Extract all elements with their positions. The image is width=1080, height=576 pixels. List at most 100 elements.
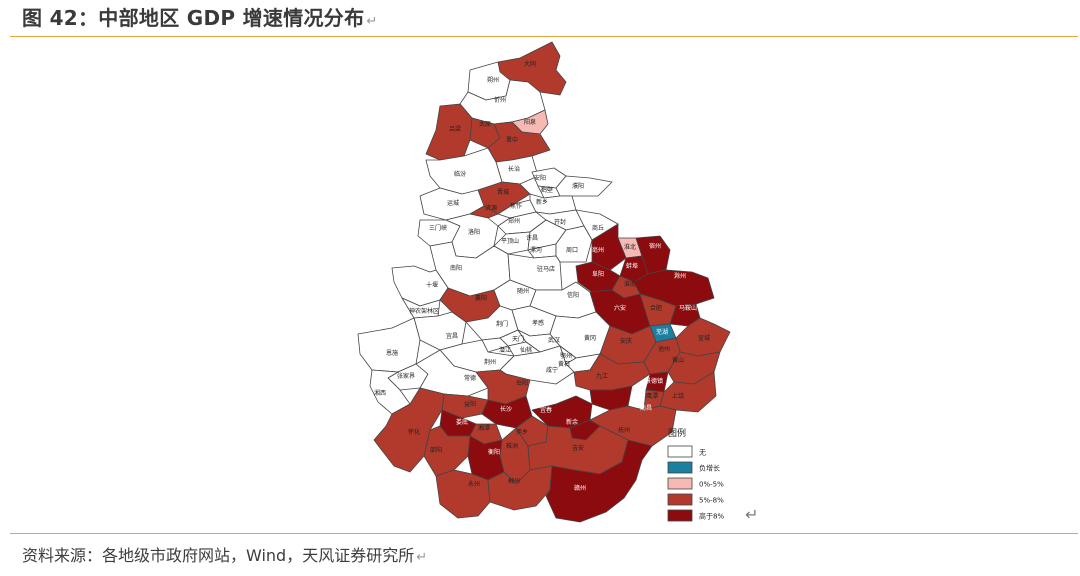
map-label: 郑州	[508, 217, 520, 225]
map-label: 十堰	[426, 281, 438, 289]
map-label: 张家界	[397, 372, 415, 380]
map-label: 景德镇	[645, 377, 663, 385]
map-label: 驻马店	[537, 265, 555, 273]
map-label: 大同	[524, 60, 536, 68]
map-label: 九江	[596, 372, 608, 380]
map-label: 随州	[517, 287, 529, 295]
legend-label: 高于8%	[699, 512, 724, 521]
map-label: 益阳	[464, 400, 476, 408]
map-label: 神农架林区	[409, 307, 439, 315]
region-enshi	[357, 317, 421, 373]
map-label: 商丘	[592, 224, 604, 232]
map-label: 开封	[554, 218, 566, 226]
map-label: 晋中	[506, 136, 518, 144]
map-label: 马鞍山	[679, 304, 697, 312]
map-label: 咸宁	[546, 366, 558, 374]
map-label: 抚州	[618, 426, 630, 434]
map-label: 常德	[464, 374, 476, 382]
map-label: 漯河	[530, 246, 542, 254]
map-label: 鹰潭	[646, 392, 658, 400]
return-mark: ↵	[745, 505, 759, 524]
map-label: 潜江	[499, 346, 511, 354]
map-label: 岳阳	[516, 379, 528, 387]
map-label: 南阳	[450, 264, 462, 272]
map-label: 黄山	[672, 356, 684, 364]
map-label: 仙桃	[520, 346, 532, 354]
map-label: 淮北	[624, 243, 636, 251]
map-label: 湘西	[374, 389, 386, 397]
region-fuzhou	[589, 405, 677, 447]
map-label: 淮南	[624, 280, 636, 288]
map-label: 天门	[512, 335, 524, 343]
map-label: 安庆	[620, 337, 632, 345]
top-divider	[10, 36, 1078, 37]
map-label: 上饶	[672, 392, 684, 400]
map-label: 洛阳	[468, 228, 480, 236]
map-label: 周口	[566, 247, 578, 254]
map-label: 濮阳	[572, 182, 584, 190]
map-label: 鹤壁	[541, 186, 553, 194]
map-label: 衡阳	[488, 448, 500, 456]
map-label: 孝感	[532, 319, 544, 327]
map-label: 荆门	[496, 320, 508, 328]
map-label: 吉安	[572, 444, 584, 452]
region-yichang	[413, 311, 467, 351]
map-label: 黄石	[558, 360, 570, 368]
map-label: 焦作	[510, 202, 522, 210]
legend-title: 图例	[668, 427, 686, 439]
map-label: 武汉	[548, 336, 560, 344]
map-label: 运城	[447, 199, 459, 207]
map-label: 萍乡	[516, 428, 528, 436]
map-label: 吕梁	[449, 125, 461, 133]
map-label: 宜昌	[446, 332, 458, 340]
legend-swatch	[667, 461, 693, 474]
bottom-divider	[10, 533, 1078, 534]
legend-label: 负增长	[699, 464, 720, 473]
map-label: 怀化	[408, 428, 420, 436]
legend-label: 5%-8%	[699, 497, 724, 505]
map-label: 六安	[614, 304, 626, 312]
map-label: 鄂州	[560, 352, 572, 360]
map-label: 永州	[468, 480, 480, 488]
map-regions	[357, 41, 731, 523]
map-label: 宿州	[649, 242, 661, 250]
map-label: 滁州	[674, 272, 686, 280]
map-label: 恩施	[386, 349, 398, 357]
map-label: 许昌	[526, 234, 538, 242]
map-label: 安阳	[534, 174, 546, 182]
legend-swatch	[667, 493, 693, 506]
map-label: 晋城	[497, 189, 509, 196]
map-label: 临汾	[454, 170, 466, 178]
map-label: 三门峡	[429, 224, 447, 232]
map-label: 荆州	[484, 358, 496, 366]
map-label: 朔州	[487, 76, 499, 84]
map-label: 阜阳	[592, 270, 604, 278]
source-note: 资料来源：各地级市政府网站，Wind，天风证券研究所 ↵	[22, 546, 428, 565]
map-label: 阳泉	[524, 118, 536, 126]
map-label: 湘潭	[478, 424, 490, 432]
map-label: 亳州	[592, 246, 604, 254]
map-label: 黄冈	[584, 334, 596, 342]
map-label: 池州	[658, 345, 670, 353]
map-label: 株洲	[506, 442, 518, 450]
region-shennongjia	[401, 297, 441, 319]
legend-swatch	[667, 477, 693, 490]
map-label: 蚌埠	[626, 262, 638, 270]
map-label: 合肥	[650, 304, 662, 312]
legend-label: 0%-5%	[699, 481, 724, 489]
map-label: 长治	[508, 165, 520, 173]
map-label: 忻州	[494, 96, 506, 104]
map-label: 信阳	[567, 291, 579, 299]
map-label: 南昌	[640, 404, 652, 412]
map-label: 宜春	[540, 406, 552, 414]
map-label: 芜湖	[656, 328, 668, 336]
map-label: 太原	[479, 120, 491, 128]
legend-swatch	[667, 445, 693, 458]
map-label: 宣城	[698, 334, 710, 342]
map-label: 赣州	[574, 484, 586, 492]
region-ganzhou	[545, 439, 653, 523]
map-label: 郴州	[508, 477, 520, 485]
